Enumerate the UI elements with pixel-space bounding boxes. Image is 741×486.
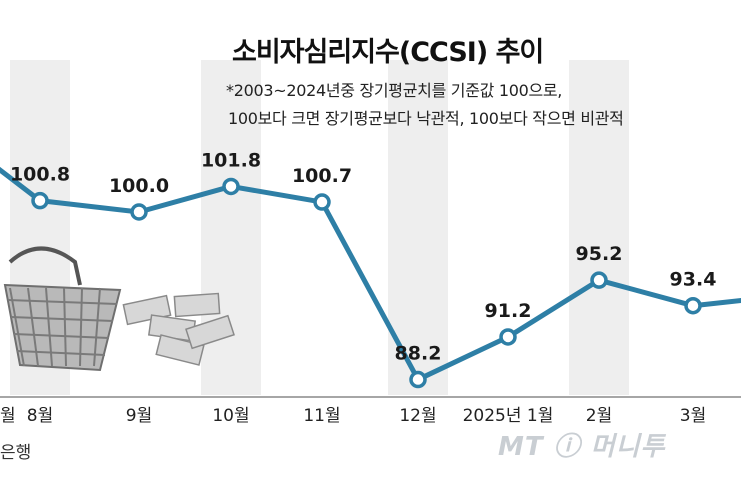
money-bill [155, 334, 205, 366]
money-bill [173, 292, 221, 318]
basket-grid [93, 287, 101, 367]
data-label: 88.2 [395, 343, 442, 365]
data-point [499, 328, 517, 346]
x-tick-label: 2025년 1월 [463, 406, 554, 426]
source-label: 은행 [0, 443, 32, 463]
data-label: 100.8 [10, 164, 70, 186]
data-point [313, 193, 331, 211]
basket-handle [8, 246, 82, 286]
data-label: 91.2 [485, 300, 532, 322]
money-bill [185, 314, 235, 350]
data-label: 93.4 [670, 269, 717, 291]
shopping-basket-illustration [3, 246, 235, 372]
data-label: 101.8 [201, 149, 261, 171]
watermark-logo: MT ⓘ 머니투 [498, 432, 666, 462]
background-band [569, 60, 629, 395]
chart-note-line-1: *2003~2024년중 장기평균치를 기준값 100으로, [226, 81, 563, 100]
basket-grid [13, 333, 110, 339]
data-point [590, 271, 608, 289]
x-tick-label: 3월 [680, 406, 706, 426]
x-tick-label: 8월 [27, 406, 53, 426]
basket-grid [7, 299, 118, 305]
data-point [409, 370, 427, 389]
x-tick-label: 11월 [303, 406, 340, 426]
x-tick-label: 12월 [399, 406, 436, 426]
x-tick-label: 10월 [212, 406, 249, 426]
data-point [684, 296, 702, 315]
data-point [31, 191, 49, 210]
series-line [0, 166, 741, 383]
basket-grid [16, 350, 106, 356]
data-point [222, 177, 240, 196]
x-tick-label: 2월 [586, 406, 612, 426]
chart-note-line-2: 100보다 크면 장기평균보다 낙관적, 100보다 작으면 비관적 [228, 109, 624, 128]
x-tick-label-partial: 월 [0, 406, 16, 426]
basket-grid [10, 316, 114, 322]
data-point [130, 203, 148, 221]
x-tick-label: 9월 [126, 406, 152, 426]
data-label: 100.7 [292, 165, 352, 187]
data-label: 100.0 [109, 175, 169, 197]
data-label: 95.2 [576, 243, 623, 265]
chart-title: 소비자심리지수(CCSI) 추이 [232, 37, 544, 68]
